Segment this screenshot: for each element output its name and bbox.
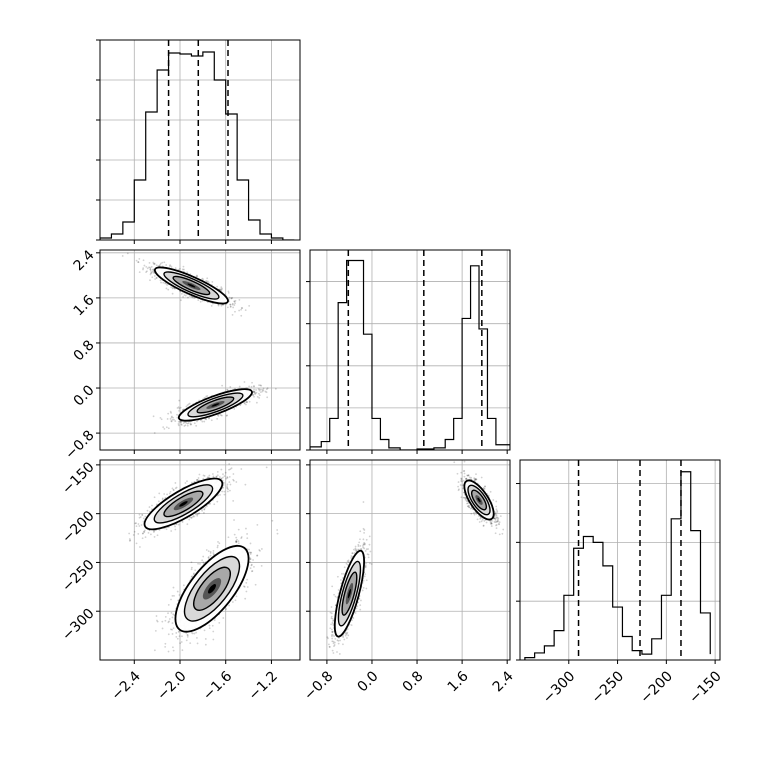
xtick-label-4: 2.4	[490, 668, 517, 695]
ytick-label-2: 0.8	[71, 337, 98, 364]
xtick-label-2: 0.8	[400, 668, 427, 695]
ytick-label-1: 0.0	[71, 382, 98, 409]
xtick-label-2: −200	[637, 668, 676, 707]
histogram-step	[100, 51, 295, 240]
ytick-label-3: −150	[59, 459, 98, 498]
xtick-label-0: −0.8	[301, 668, 336, 703]
panel-2-0: −300 −250 −200 −150 −2.4 −2.0 −1.6 −1.2	[59, 459, 301, 704]
panel-2-1: −0.8 0.0 0.8 1.6 2.4	[301, 459, 517, 704]
panel-frame	[519, 459, 721, 661]
cluster-0	[326, 501, 373, 655]
ytick-label-3: 1.6	[71, 292, 98, 319]
panel-2-2: −300 −250 −200 −150	[516, 459, 725, 707]
contour-4	[187, 283, 196, 288]
panel-1-0: −0.8 0.0 0.8 1.6 2.4	[62, 247, 301, 463]
panel-frame	[99, 459, 301, 661]
xtick-label-3: −150	[686, 668, 725, 707]
ytick-label-1: −250	[59, 557, 98, 596]
panel-frame	[309, 459, 511, 661]
xtick-label-1: −2.0	[154, 668, 189, 703]
contour-4	[347, 588, 352, 599]
ytick-label-0: −0.8	[62, 427, 97, 462]
ytick-label-0: −300	[59, 606, 98, 645]
panel-frame	[99, 39, 301, 241]
xtick-label-1: 0.0	[355, 668, 382, 695]
xtick-label-0: −300	[540, 668, 579, 707]
contour-4	[179, 501, 188, 507]
xtick-label-0: −2.4	[109, 668, 144, 703]
panel-frame	[309, 249, 511, 451]
xtick-label-3: −1.2	[246, 668, 281, 703]
cluster-1	[453, 460, 505, 536]
panel-frame	[99, 249, 301, 451]
xtick-label-1: −250	[589, 668, 628, 707]
cluster-0	[128, 463, 268, 548]
contour-4	[211, 403, 220, 407]
xtick-label-3: 1.6	[445, 668, 472, 695]
panel-1-1	[306, 249, 511, 454]
contour-4	[207, 584, 217, 594]
ytick-label-4: 2.4	[71, 247, 98, 274]
cluster-1	[153, 519, 279, 653]
histogram-step	[310, 259, 510, 450]
cluster-0	[121, 252, 251, 317]
ytick-label-2: −200	[59, 508, 98, 547]
xtick-label-2: −1.6	[200, 668, 235, 703]
panel-0-0	[96, 39, 301, 244]
contour-4	[477, 497, 481, 503]
cluster-1	[152, 381, 277, 434]
